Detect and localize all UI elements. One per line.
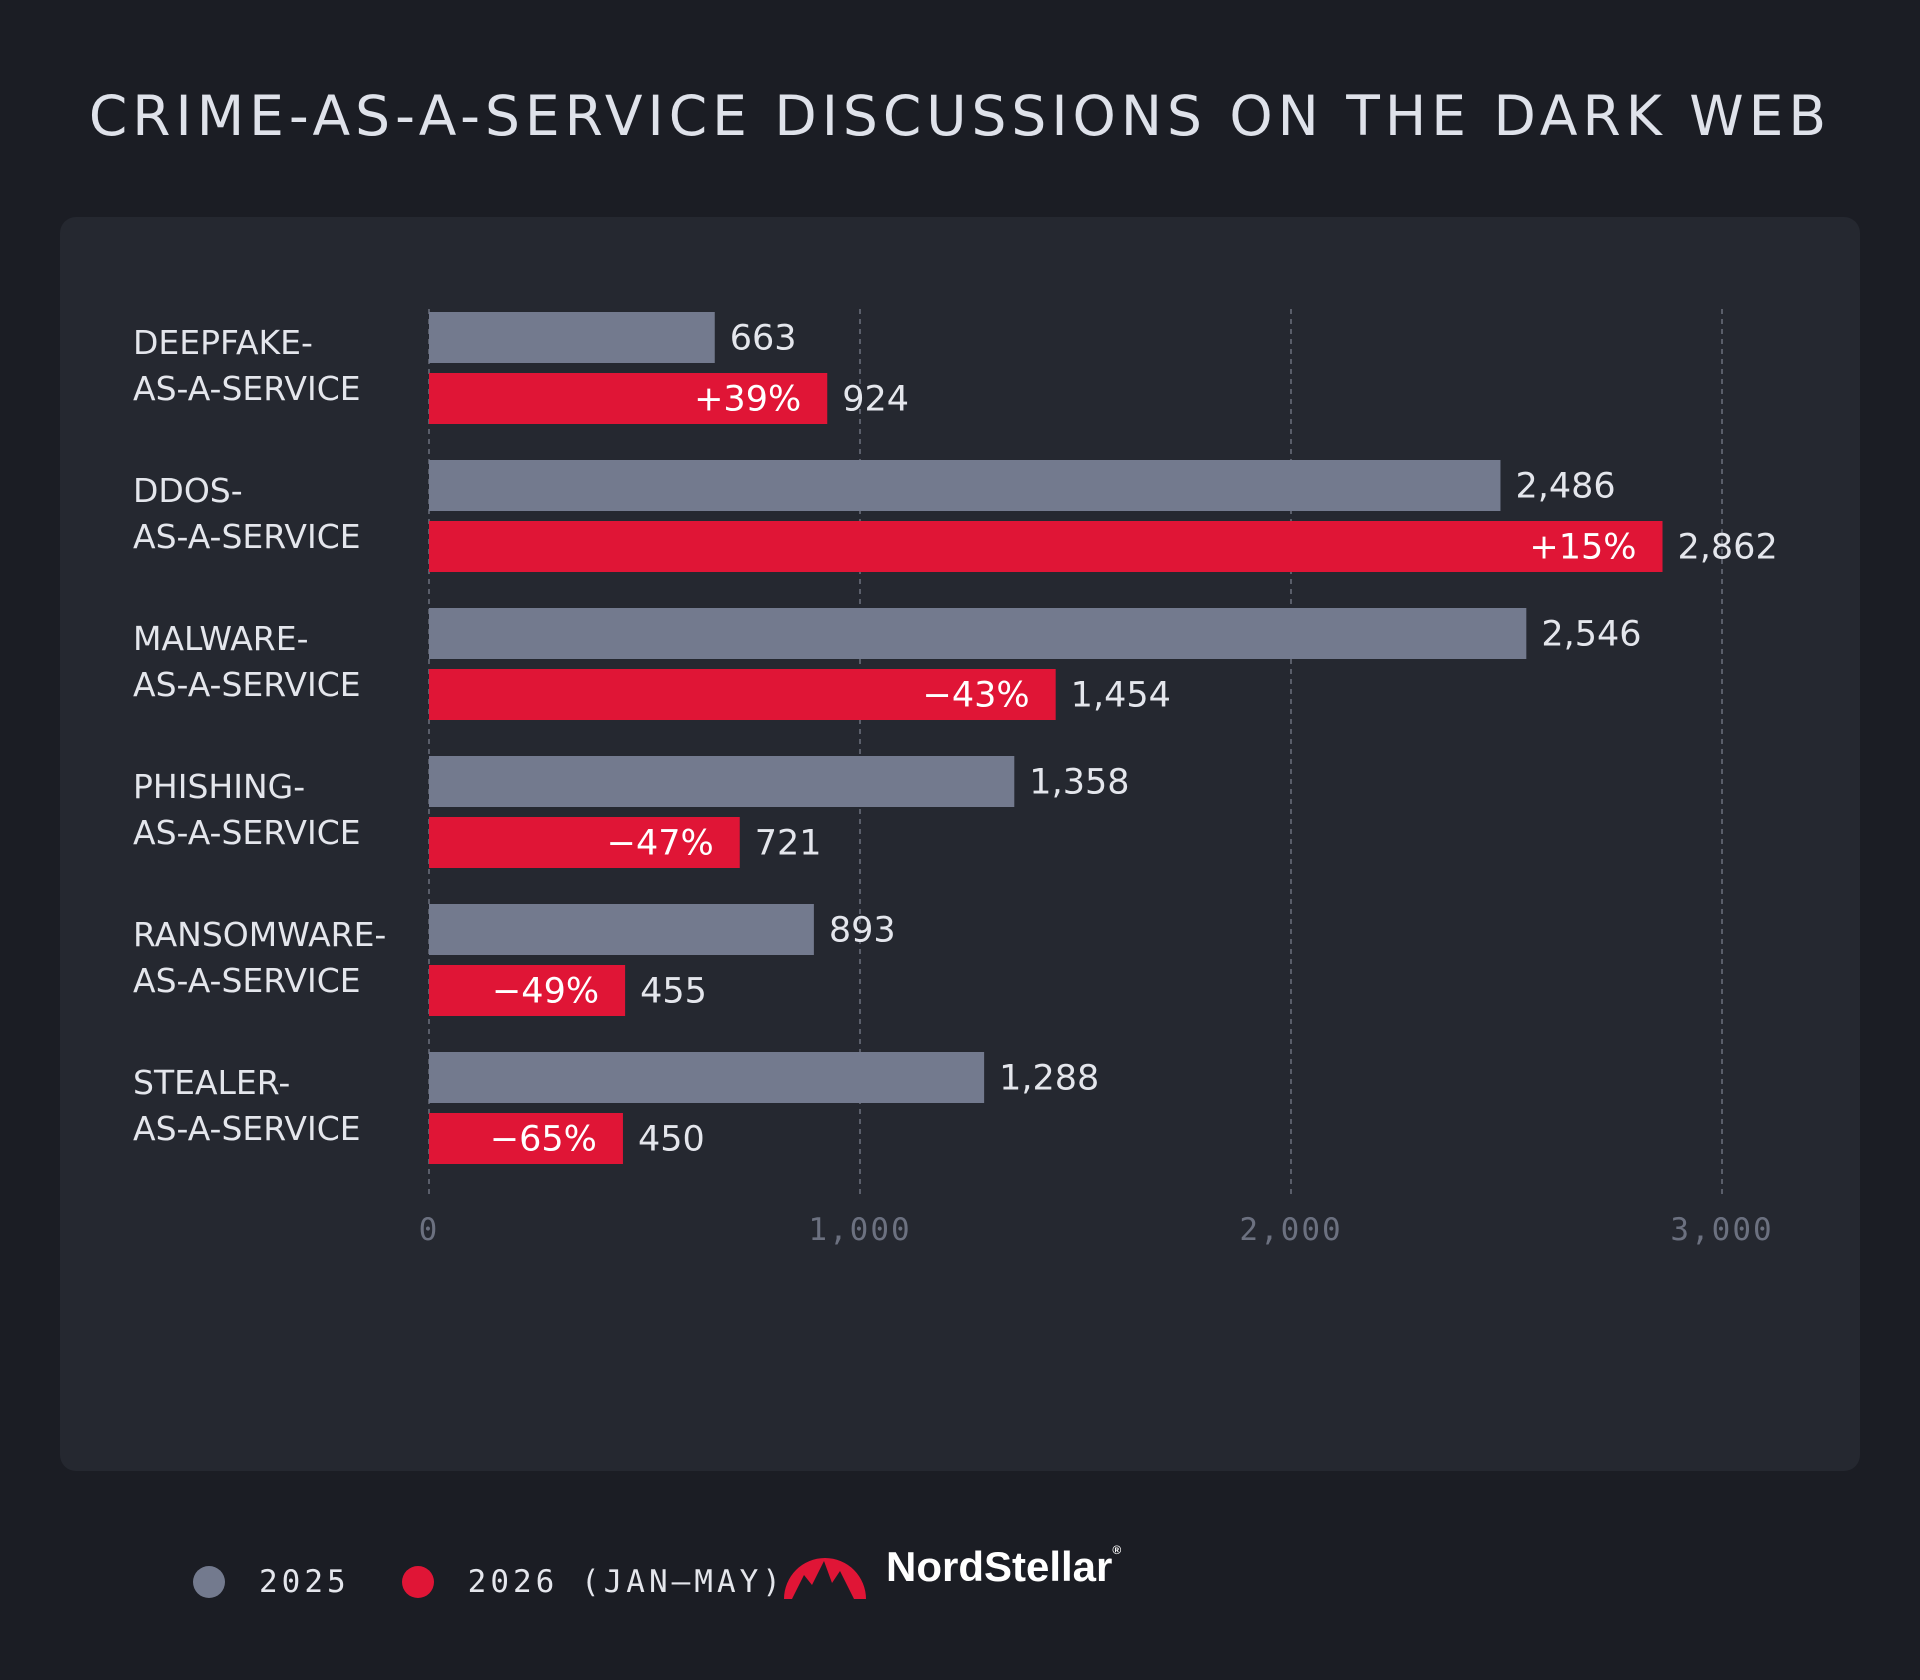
brand-registered-mark: ® xyxy=(1112,1543,1122,1557)
category-label: DEEPFAKE- AS-A-SERVICE xyxy=(133,323,361,408)
category-label: PHISHING- AS-A-SERVICE xyxy=(133,767,361,852)
value-label: 924 xyxy=(842,380,909,420)
bar-2026 xyxy=(429,1113,623,1164)
category-label: STEALER- AS-A-SERVICE xyxy=(133,1063,361,1148)
value-label: 2,546 xyxy=(1541,615,1641,655)
change-label: +15% xyxy=(1529,528,1636,568)
category-label-line: RANSOMWARE- xyxy=(133,915,386,954)
x-tick-label: 0 xyxy=(419,1212,440,1248)
value-label: 663 xyxy=(730,319,797,359)
chart-panel: 0 1,000 2,000 3,000 DEEPFAKE- AS-A-SERVICE 663… xyxy=(60,217,1860,1600)
bar-2025 xyxy=(429,904,814,955)
category-label-line: MALWARE- xyxy=(133,619,309,658)
category-label-line: AS-A-SERVICE xyxy=(133,961,361,1000)
category-label-line: AS-A-SERVICE xyxy=(133,665,361,704)
bar-2026 xyxy=(429,817,740,868)
x-tick-label: 2,000 xyxy=(1239,1212,1342,1248)
category-label-line: PHISHING- xyxy=(133,767,305,806)
brand-name: NordStellar® xyxy=(886,1543,1121,1591)
category-label: DDOS- AS-A-SERVICE xyxy=(133,471,361,556)
value-label: 2,862 xyxy=(1678,528,1778,568)
legend-item-2025: 2025 xyxy=(193,1564,350,1600)
category-label: MALWARE- AS-A-SERVICE xyxy=(133,619,361,704)
bar-2025 xyxy=(429,756,1015,807)
change-label: −49% xyxy=(492,972,599,1012)
bar-2025 xyxy=(429,312,715,363)
bar-2026 xyxy=(429,965,626,1016)
bar-2026 xyxy=(429,669,1056,720)
bar-2026 xyxy=(429,373,828,424)
legend-swatch-2025 xyxy=(193,1566,225,1598)
legend-label-2026: 2026 (JAN—MAY) xyxy=(467,1564,785,1600)
bar-2025 xyxy=(429,1052,985,1103)
legend-label-2025: 2025 xyxy=(259,1564,350,1600)
bar-chart: 0 1,000 2,000 3,000 DEEPFAKE- AS-A-SERVICE 663… xyxy=(133,309,1778,1248)
value-label: 450 xyxy=(638,1120,705,1160)
category-label-line: AS-A-SERVICE xyxy=(133,813,361,852)
nordstellar-logo-icon xyxy=(784,1558,866,1599)
category-label-line: AS-A-SERVICE xyxy=(133,1109,361,1148)
change-label: +39% xyxy=(694,380,801,420)
x-tick-label: 1,000 xyxy=(808,1212,911,1248)
value-label: 2,486 xyxy=(1515,467,1615,507)
change-label: −43% xyxy=(923,676,1030,716)
legend: 2025 2026 (JAN—MAY) xyxy=(193,1562,837,1602)
value-label: 455 xyxy=(640,972,707,1012)
value-label: 1,288 xyxy=(999,1059,1099,1099)
bar-2026 xyxy=(429,521,1663,572)
value-label: 893 xyxy=(829,911,896,951)
bar-2025 xyxy=(429,608,1527,659)
category-label: RANSOMWARE- AS-A-SERVICE xyxy=(133,915,386,1000)
value-label: 1,454 xyxy=(1071,676,1171,716)
category-label-line: STEALER- xyxy=(133,1063,290,1102)
brand-name-text: NordStellar xyxy=(886,1543,1113,1590)
x-tick-label: 3,000 xyxy=(1670,1212,1773,1248)
legend-item-2026: 2026 (JAN—MAY) xyxy=(401,1564,785,1600)
category-label-line: AS-A-SERVICE xyxy=(133,517,361,556)
change-label: −65% xyxy=(490,1120,597,1160)
bar-2025 xyxy=(429,460,1501,511)
value-label: 1,358 xyxy=(1029,763,1129,803)
chart-title: CRIME-AS-A-SERVICE DISCUSSIONS ON THE DA… xyxy=(88,84,1832,148)
category-label-line: DDOS- xyxy=(133,471,243,510)
category-label-line: DEEPFAKE- xyxy=(133,323,313,362)
change-label: −47% xyxy=(607,824,714,864)
value-label: 721 xyxy=(755,824,822,864)
brand: NordStellar® xyxy=(780,1527,1121,1607)
category-label-line: AS-A-SERVICE xyxy=(133,369,361,408)
legend-swatch-2026 xyxy=(401,1566,434,1598)
